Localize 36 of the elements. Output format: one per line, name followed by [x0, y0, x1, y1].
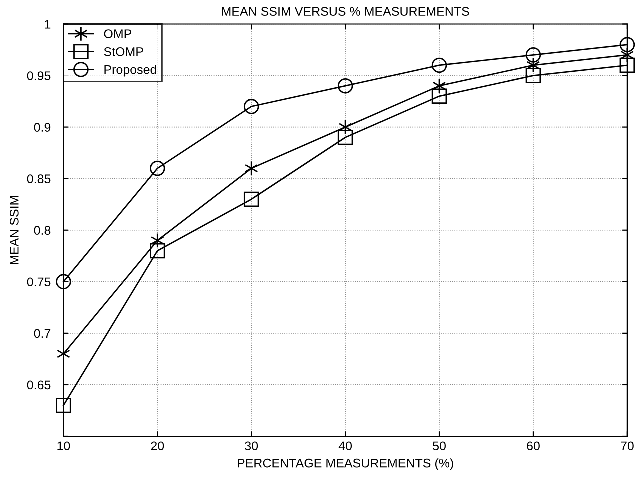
point — [432, 88, 448, 104]
point — [526, 48, 542, 63]
point — [244, 99, 260, 114]
point — [620, 58, 636, 74]
point — [56, 274, 72, 290]
y-tick-label: 0.9 — [34, 123, 51, 132]
y-tick-label: 0.95 — [27, 72, 51, 80]
x-tick-label: 30 — [245, 442, 258, 451]
point — [620, 37, 636, 52]
y-tick-label: 1 — [45, 20, 51, 29]
x-tick-label: 60 — [527, 442, 540, 451]
point — [150, 243, 166, 259]
y-tick-label: 0.85 — [27, 174, 51, 184]
point — [150, 160, 166, 176]
point — [432, 58, 448, 74]
chart-title: MEAN SSIM VERSUS % MEASUREMENTS — [222, 7, 470, 16]
point — [338, 130, 354, 146]
y-tick-label: 0.8 — [34, 226, 51, 236]
x-axis-title: PERCENTAGE MEASUREMENTS (%) — [238, 458, 454, 470]
point — [526, 68, 542, 84]
legend-label: StOMP — [104, 47, 144, 56]
x-tick-label: 20 — [151, 442, 164, 451]
x-tick-label: 70 — [621, 442, 634, 451]
y-axis-title: MEAN SSIM — [10, 196, 19, 264]
point — [56, 398, 72, 414]
y-tick-label: 0.65 — [27, 380, 51, 390]
legend-label: OMP — [104, 30, 132, 38]
point — [338, 78, 354, 94]
y-tick-label: 0.7 — [34, 329, 51, 338]
x-tick-label: 40 — [338, 442, 352, 451]
point — [244, 160, 258, 176]
y-tick-label: 0.75 — [27, 278, 51, 287]
x-tick-label: 50 — [433, 442, 446, 451]
legend-label: Proposed — [104, 65, 156, 77]
x-tick-label: 10 — [58, 442, 70, 451]
point — [244, 192, 260, 208]
